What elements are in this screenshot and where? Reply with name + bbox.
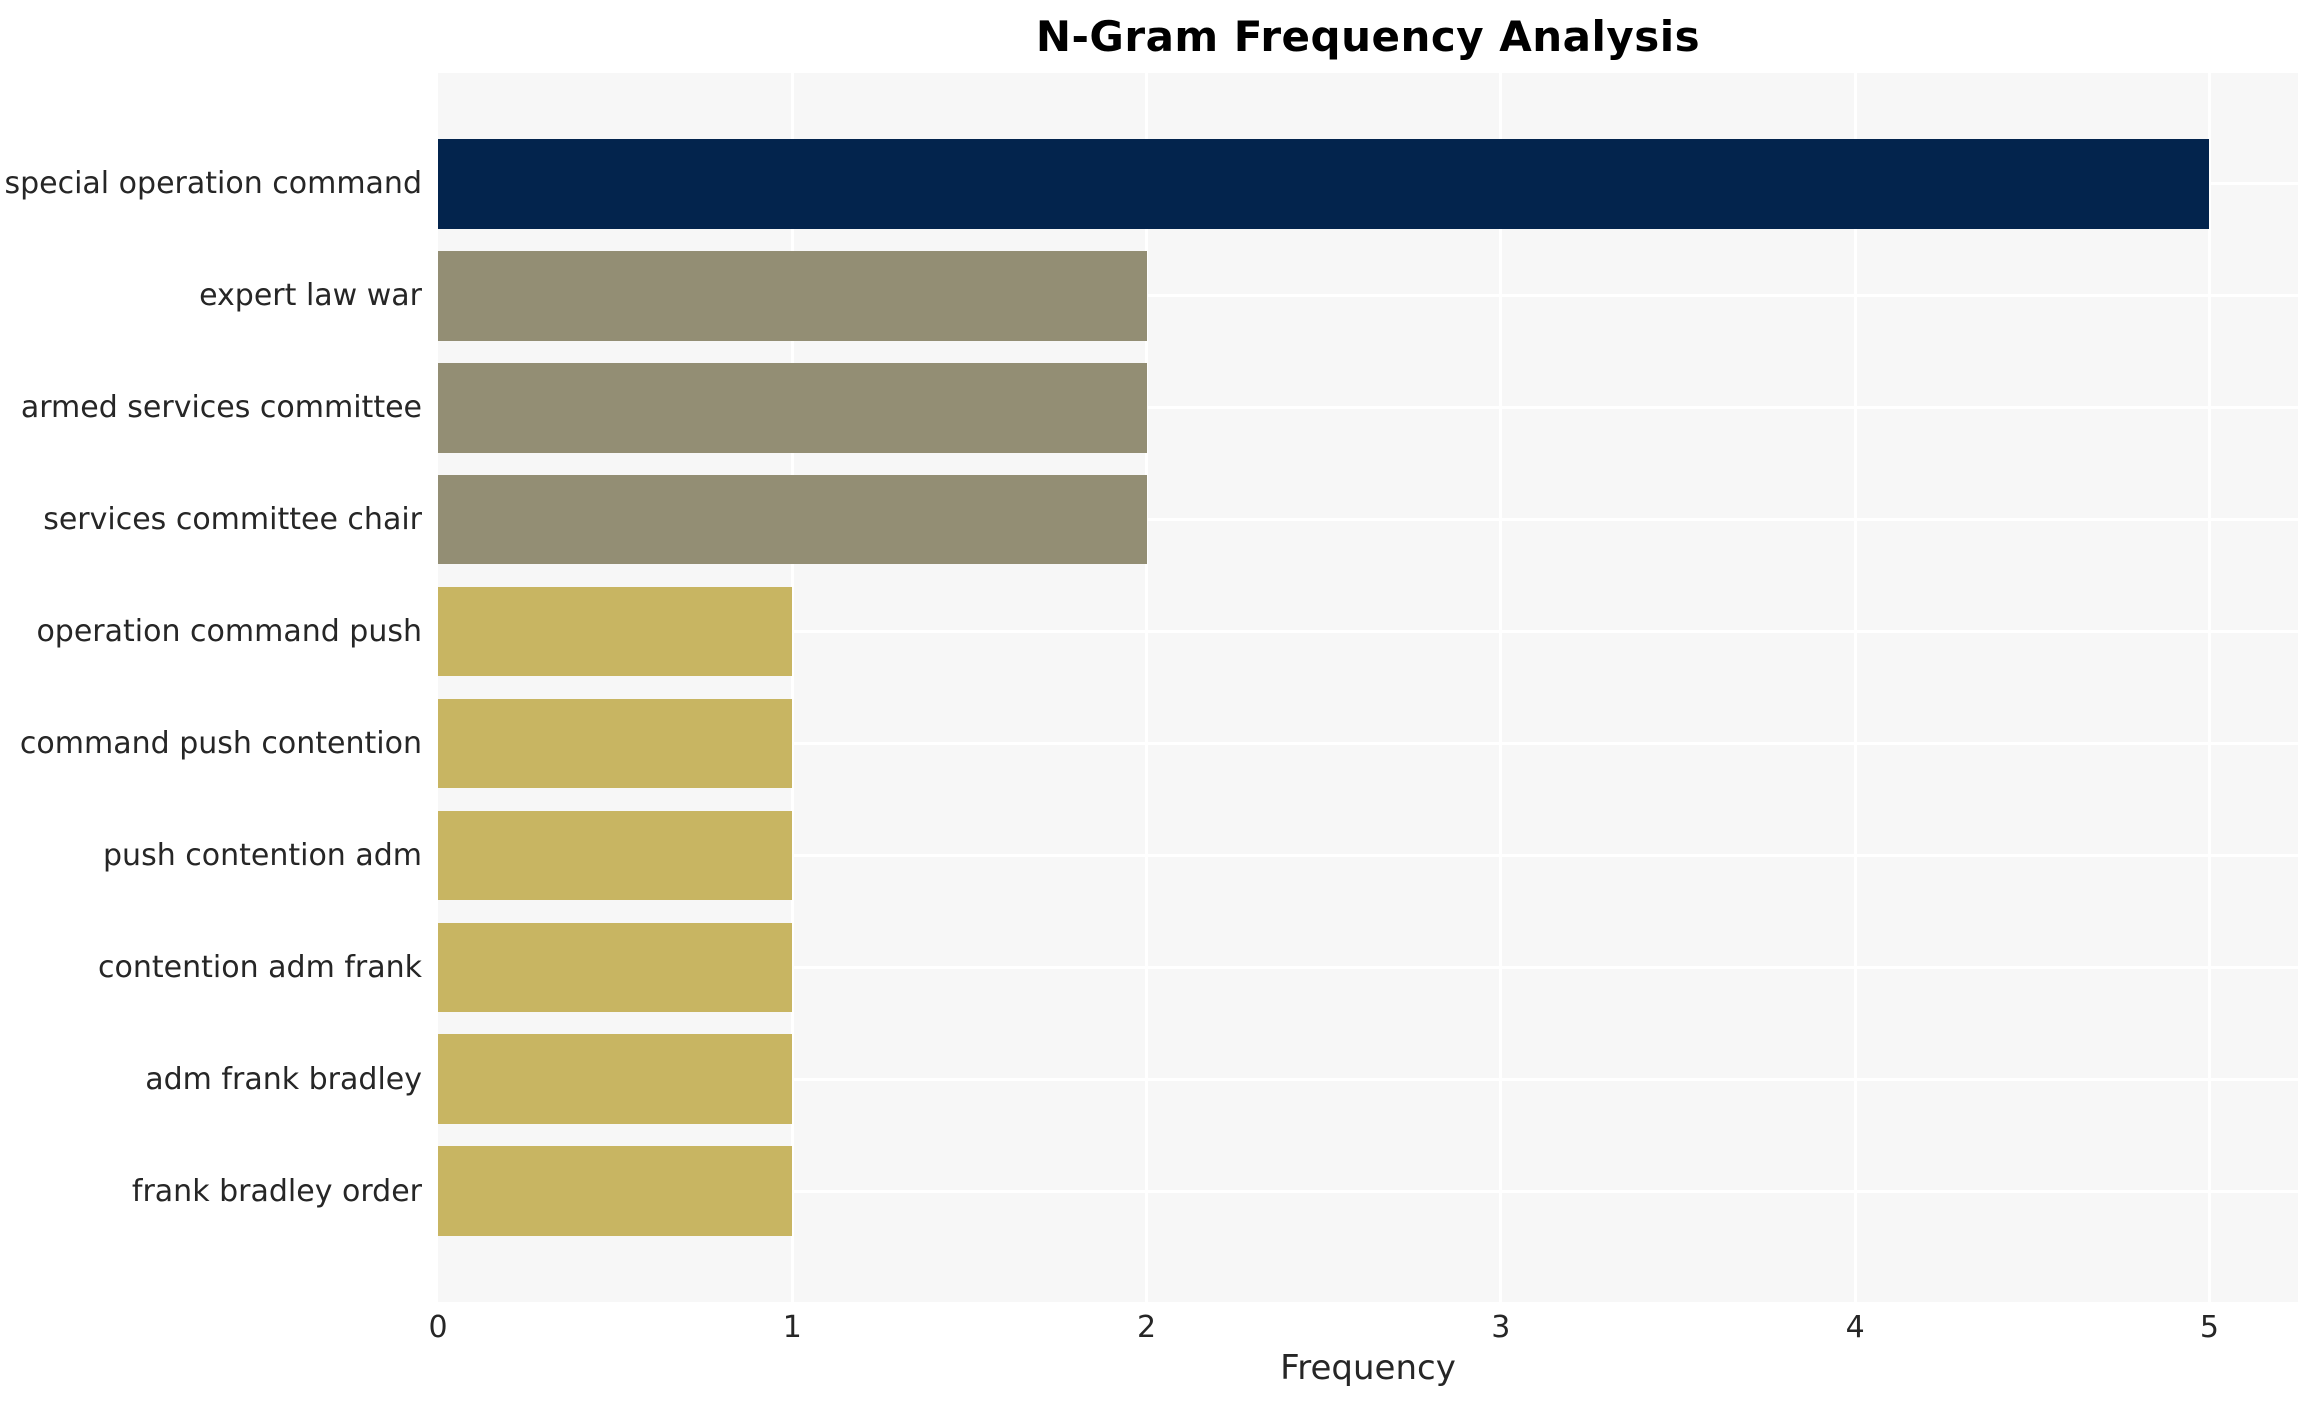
bar-row	[438, 688, 2298, 800]
y-tick-label: command push contention	[19, 725, 422, 761]
bar-6	[438, 810, 793, 901]
x-gridlines	[438, 73, 2298, 1302]
x-tick-label: 1	[782, 1310, 802, 1345]
x-gridline	[2207, 73, 2211, 1302]
bar-row	[438, 1023, 2298, 1135]
x-tick-label: 2	[1137, 1310, 1157, 1345]
x-axis: 0 1 2 3 4 5 Frequency	[428, 1302, 2298, 1388]
y-axis-labels: special operation command expert law war a…	[0, 73, 438, 1302]
bar-8	[438, 1034, 793, 1124]
x-tick-label: 5	[2199, 1310, 2219, 1345]
y-tick-label: operation command push	[36, 614, 422, 650]
plot-area	[438, 73, 2298, 1302]
x-gridline	[1853, 73, 1857, 1302]
bar-row	[438, 911, 2298, 1023]
bar-row	[438, 352, 2298, 464]
bar-5	[438, 698, 793, 789]
y-tick-label: services committee chair	[43, 502, 422, 538]
y-tick-label: armed services committee	[20, 390, 422, 426]
bar-row	[438, 1135, 2298, 1247]
x-gridline	[1499, 73, 1503, 1302]
bar-3	[438, 474, 1147, 565]
y-gridline	[438, 518, 2298, 522]
bar-9	[438, 1146, 793, 1236]
bar-7	[438, 922, 793, 1013]
bar-row	[438, 576, 2298, 688]
y-tick-label: frank bradley order	[131, 1173, 422, 1209]
y-tick-label: expert law war	[199, 278, 422, 314]
y-tick-label: special operation command	[4, 166, 422, 202]
y-gridline	[438, 1189, 2298, 1193]
chart-title: N-Gram Frequency Analysis	[1035, 12, 1701, 61]
y-gridline	[438, 406, 2298, 410]
x-tick-label: 0	[428, 1310, 448, 1345]
x-gridline	[790, 73, 794, 1302]
bar-2	[438, 363, 1147, 453]
y-gridline	[438, 741, 2298, 745]
bar-row	[438, 240, 2298, 352]
x-tick-label: 4	[1845, 1310, 1865, 1345]
y-gridline	[438, 965, 2298, 969]
y-tick-label: contention adm frank	[98, 949, 422, 985]
bar-1	[438, 251, 1147, 341]
bar-row	[438, 799, 2298, 911]
x-tick-labels: 0 1 2 3 4 5	[428, 1302, 2298, 1348]
x-gridline	[1145, 73, 1149, 1302]
x-axis-title: Frequency	[1280, 1348, 1456, 1388]
y-gridline	[438, 630, 2298, 634]
x-tick-label: 3	[1491, 1310, 1511, 1345]
bar-row	[438, 128, 2298, 240]
bar-4	[438, 586, 793, 677]
y-tick-label: push contention adm	[103, 837, 422, 873]
y-gridline	[438, 853, 2298, 857]
y-gridline	[438, 294, 2298, 298]
y-tick-label: adm frank bradley	[145, 1061, 422, 1097]
bar-0	[438, 139, 2210, 229]
y-gridline	[438, 1077, 2298, 1081]
bar-rows	[438, 73, 2298, 1302]
bar-row	[438, 464, 2298, 576]
